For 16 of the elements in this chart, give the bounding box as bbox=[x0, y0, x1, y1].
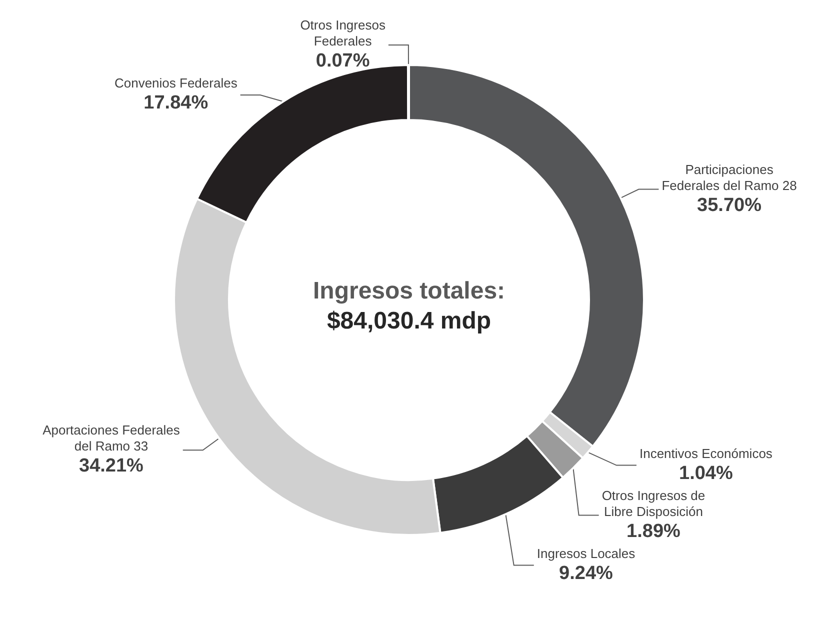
data-label: 0.07% bbox=[316, 50, 370, 72]
text: Ingresos totales: bbox=[312, 278, 506, 304]
slice-label: Convenios Federales bbox=[114, 76, 238, 90]
slice-label: Incentivos Económicos bbox=[639, 446, 773, 461]
slice-label: Otros Ingresos de Libre Disposición bbox=[602, 488, 706, 519]
data-label: 17.84% bbox=[144, 92, 208, 114]
text: $84,030.4 mdp bbox=[326, 308, 492, 334]
slice-label: Participaciones Federales del Ramo 28 bbox=[662, 162, 797, 193]
slice-label: Otros Ingresos Federales bbox=[300, 18, 386, 48]
data-label: 1.04% bbox=[679, 462, 733, 484]
slice-label: Aportaciones Federales del Ramo 33 bbox=[42, 422, 180, 454]
data-label: 35.70% bbox=[697, 194, 762, 216]
data-label: 9.24% bbox=[559, 562, 614, 584]
slice-label: Ingresos Locales bbox=[536, 546, 636, 561]
data-label: 1.89% bbox=[626, 520, 681, 542]
data-label: 34.21% bbox=[79, 456, 144, 477]
